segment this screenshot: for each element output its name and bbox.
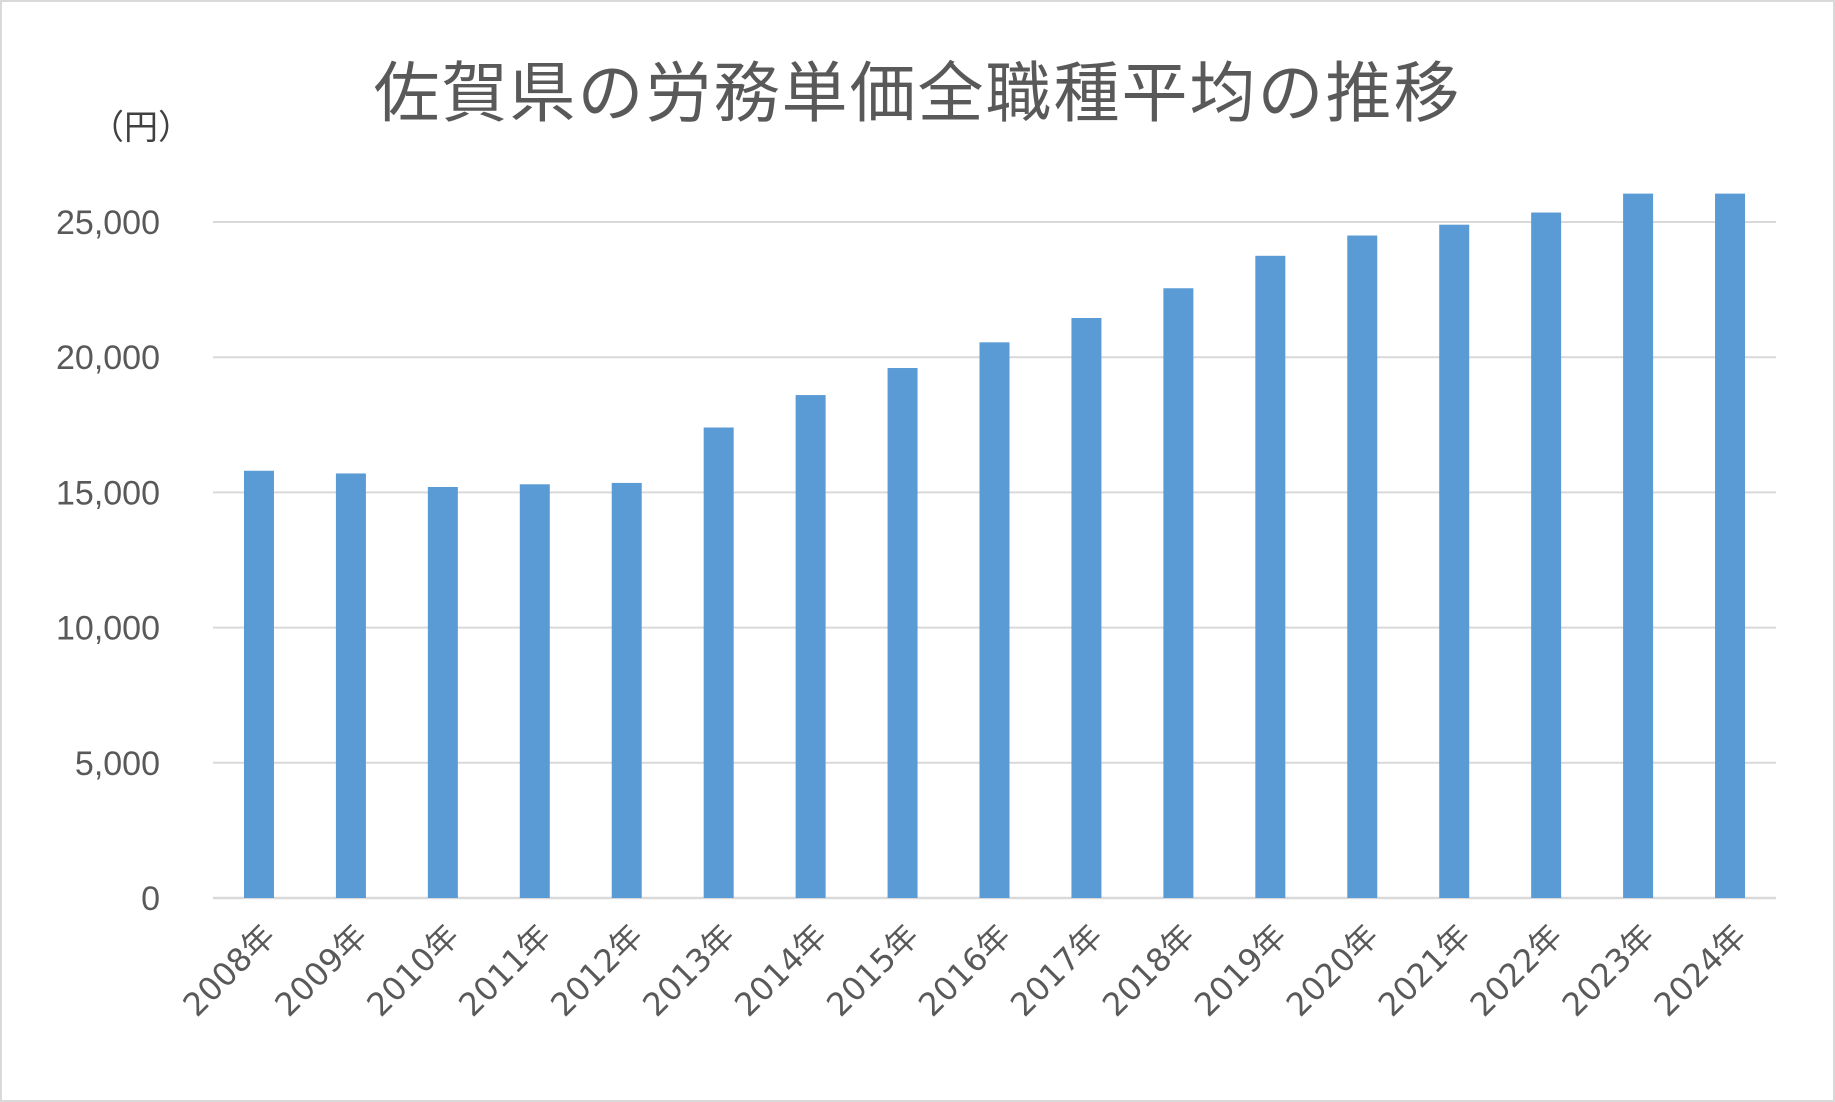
x-tick-label: 2013年 bbox=[635, 917, 742, 1024]
x-tick-label: 2008年 bbox=[176, 917, 283, 1024]
bar-2017年 bbox=[1071, 317, 1102, 898]
bar-2023年 bbox=[1623, 193, 1654, 898]
bar-2021年 bbox=[1439, 224, 1470, 899]
x-tick-label: 2015年 bbox=[819, 917, 926, 1024]
bar-2014年 bbox=[795, 395, 826, 898]
bar-2018年 bbox=[1163, 288, 1194, 898]
y-tick-label: 0 bbox=[141, 880, 160, 918]
x-axis-ticks: 2008年2009年2010年2011年2012年2013年2014年2015年… bbox=[176, 917, 1754, 1024]
x-tick-label: 2019年 bbox=[1187, 917, 1294, 1024]
y-tick-label: 5,000 bbox=[75, 745, 160, 783]
y-axis-ticks: 0 5,000 10,000 15,000 20,000 25,000 bbox=[56, 204, 160, 918]
bar-2016年 bbox=[979, 342, 1010, 898]
bar-2020年 bbox=[1347, 235, 1378, 898]
x-tick-label: 2020年 bbox=[1279, 917, 1386, 1024]
chart-title: 佐賀県の労務単価全職種平均の推移 bbox=[373, 55, 1462, 132]
y-tick-label: 20,000 bbox=[56, 339, 160, 377]
bar-2009年 bbox=[335, 473, 366, 898]
bar-2008年 bbox=[243, 470, 274, 898]
x-tick-label: 2012年 bbox=[543, 917, 650, 1024]
x-tick-label: 2010年 bbox=[359, 917, 466, 1024]
bar-2022年 bbox=[1531, 212, 1562, 898]
x-tick-label: 2014年 bbox=[727, 917, 834, 1024]
x-tick-label: 2018年 bbox=[1095, 917, 1202, 1024]
y-tick-label: 10,000 bbox=[56, 610, 160, 648]
bars bbox=[243, 193, 1746, 899]
bar-2011年 bbox=[519, 484, 550, 898]
y-tick-label: 15,000 bbox=[56, 474, 160, 512]
y-axis-unit-label: （円） bbox=[90, 108, 192, 148]
y-tick-label: 25,000 bbox=[56, 204, 160, 242]
x-tick-label: 2009年 bbox=[267, 917, 374, 1024]
x-tick-label: 2011年 bbox=[451, 917, 558, 1024]
x-tick-label: 2022年 bbox=[1463, 917, 1570, 1024]
x-tick-label: 2024年 bbox=[1647, 917, 1754, 1024]
bar-2013年 bbox=[703, 427, 734, 898]
x-tick-label: 2016年 bbox=[911, 917, 1018, 1024]
bar-2015年 bbox=[887, 368, 918, 898]
x-tick-label: 2021年 bbox=[1371, 917, 1478, 1024]
x-tick-label: 2023年 bbox=[1555, 917, 1662, 1024]
bar-2024年 bbox=[1715, 193, 1746, 898]
bar-2019年 bbox=[1255, 255, 1286, 899]
bar-2010年 bbox=[427, 486, 458, 898]
x-tick-label: 2017年 bbox=[1003, 917, 1110, 1024]
bar-2012年 bbox=[611, 482, 642, 898]
